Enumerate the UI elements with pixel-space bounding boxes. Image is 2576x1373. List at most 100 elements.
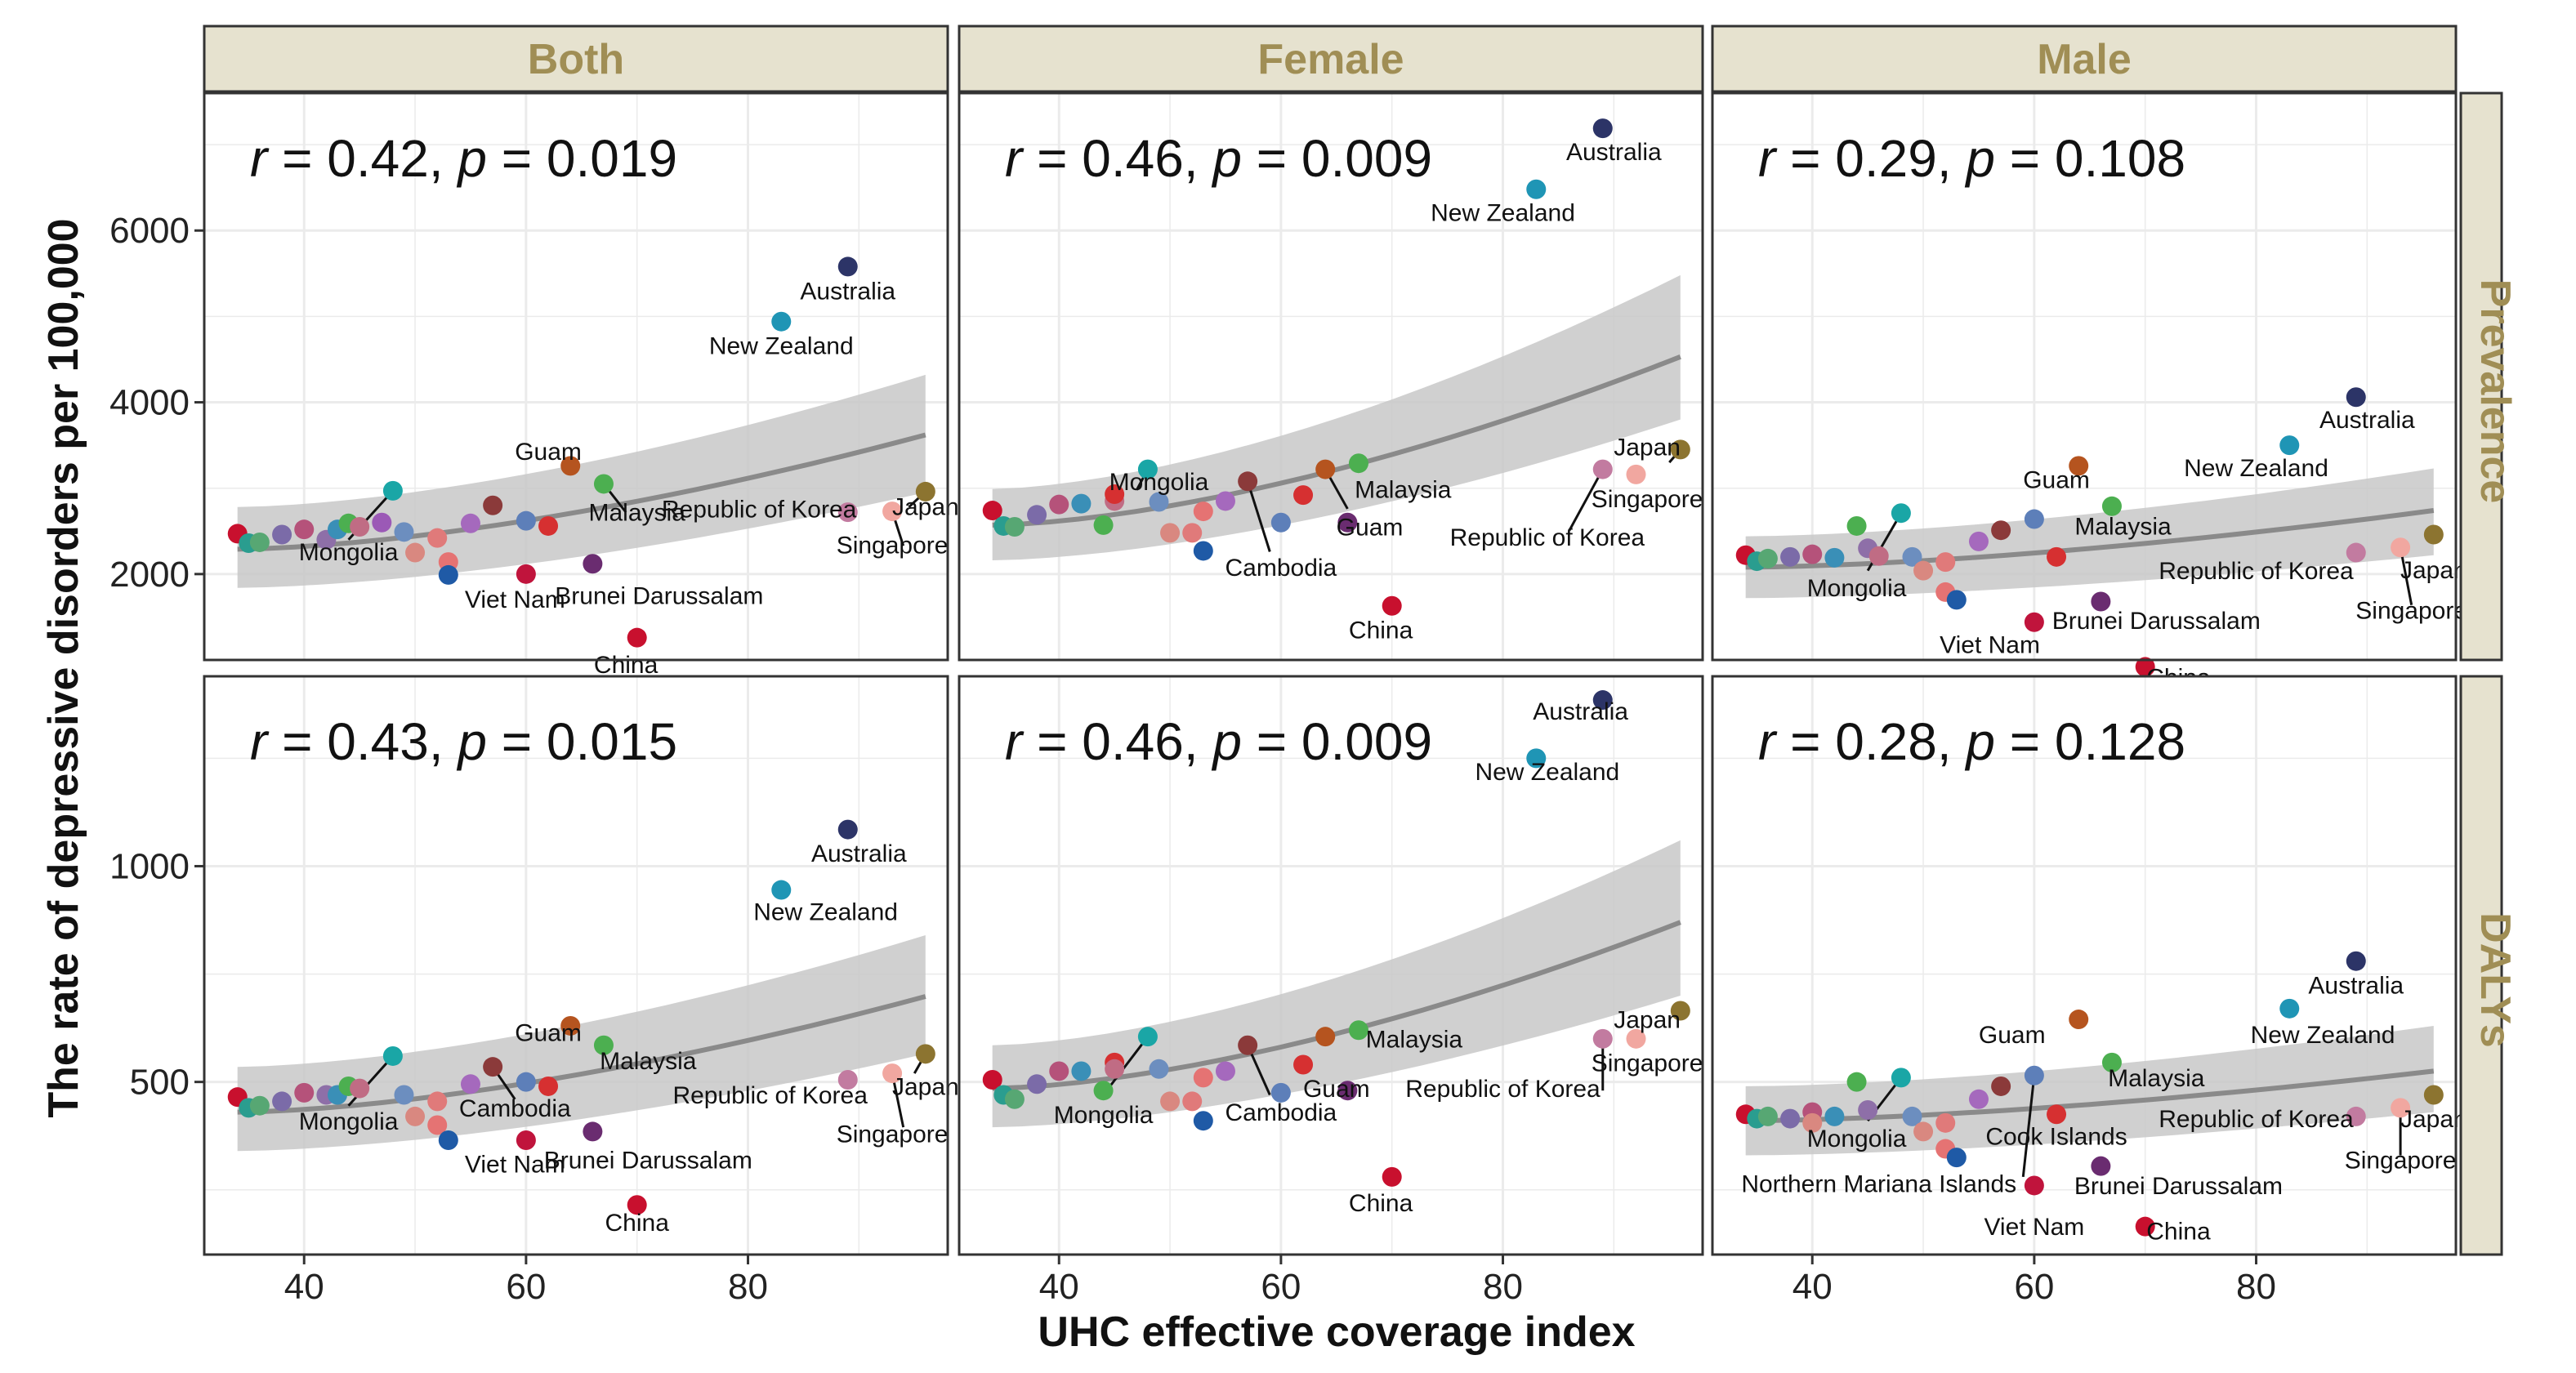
data-point bbox=[2069, 456, 2089, 476]
data-point bbox=[1238, 471, 1258, 492]
strips-layer: Both Female Male Prevalence DALYs bbox=[203, 25, 2519, 1256]
data-point bbox=[1946, 590, 1967, 610]
data-point bbox=[1315, 459, 1336, 479]
data-point bbox=[516, 564, 536, 584]
correlation-annotation: r = 0.46, p = 0.009 bbox=[1005, 712, 1432, 771]
data-point bbox=[2024, 1065, 2044, 1085]
data-point bbox=[1526, 179, 1547, 199]
panel-border bbox=[1711, 91, 2458, 662]
country-label: Brunei Darussalam bbox=[544, 1147, 752, 1174]
country-label: Singapore bbox=[837, 533, 949, 559]
data-point bbox=[1027, 1074, 1047, 1094]
country-label: Viet Nam bbox=[465, 586, 565, 613]
data-point bbox=[1215, 491, 1235, 511]
data-point bbox=[882, 1063, 903, 1084]
country-label: Viet Nam bbox=[1984, 1214, 2084, 1241]
country-label: Mongolia bbox=[1807, 1126, 1907, 1152]
data-point bbox=[2101, 496, 2122, 516]
data-point bbox=[272, 1091, 292, 1112]
data-point bbox=[915, 1044, 935, 1064]
country-label: China bbox=[605, 1210, 670, 1237]
data-point bbox=[1182, 523, 1203, 543]
country-label: Mongolia bbox=[299, 1108, 399, 1135]
data-point bbox=[1592, 1028, 1613, 1049]
data-point bbox=[583, 554, 603, 574]
data-point bbox=[294, 519, 315, 540]
country-label: China bbox=[594, 652, 659, 679]
country-label: New Zealand bbox=[1475, 759, 1619, 786]
y-tick-label: 500 bbox=[130, 1063, 190, 1103]
strip-col-female-bg bbox=[958, 25, 1704, 93]
data-point bbox=[1160, 523, 1181, 543]
data-point bbox=[1846, 1072, 1867, 1092]
data-point bbox=[1670, 1001, 1690, 1021]
country-label: Guam bbox=[515, 439, 582, 466]
data-point bbox=[1902, 546, 1922, 567]
country-label: Cambodia bbox=[1225, 555, 1337, 582]
data-point bbox=[1891, 1068, 1911, 1088]
correlation-annotation: r = 0.28, p = 0.128 bbox=[1758, 712, 2185, 771]
data-point bbox=[1382, 1166, 1402, 1187]
data-point bbox=[2024, 509, 2044, 529]
data-point bbox=[2101, 1052, 2122, 1072]
data-point bbox=[2346, 951, 2366, 971]
data-point bbox=[1137, 1027, 1158, 1047]
country-label: Japan bbox=[1614, 435, 1681, 461]
data-point bbox=[1348, 1020, 1368, 1041]
data-point bbox=[1382, 595, 1402, 616]
country-label: Mongolia bbox=[1807, 575, 1907, 602]
country-label: Malaysia bbox=[1366, 1026, 1463, 1053]
country-label: Malaysia bbox=[600, 1048, 697, 1075]
country-label: Australia bbox=[800, 278, 895, 305]
axes-layer: The rate of depressive disorders per 100… bbox=[40, 211, 2276, 1356]
data-point bbox=[272, 524, 292, 545]
data-point bbox=[1868, 546, 1889, 566]
data-point bbox=[593, 1035, 614, 1055]
data-point bbox=[627, 1195, 647, 1215]
data-point bbox=[1946, 1148, 1967, 1168]
data-point bbox=[538, 1076, 559, 1096]
data-point bbox=[593, 474, 614, 494]
strip-col-female: Female bbox=[958, 25, 1704, 93]
data-point bbox=[1160, 1091, 1181, 1112]
country-label: Australia bbox=[2308, 972, 2404, 999]
data-point bbox=[1968, 531, 1989, 551]
data-point bbox=[2135, 1216, 2155, 1237]
data-point bbox=[771, 311, 792, 332]
x-tick-label: 40 bbox=[1039, 1267, 1079, 1307]
trend-line bbox=[237, 994, 926, 1115]
x-tick-label: 80 bbox=[1483, 1267, 1523, 1307]
data-point bbox=[427, 1091, 448, 1112]
country-label: Cambodia bbox=[459, 1095, 571, 1122]
y-axis-title: The rate of depressive disorders per 100… bbox=[40, 218, 87, 1117]
data-point bbox=[2047, 1104, 2067, 1125]
country-label: Guam bbox=[1303, 1076, 1370, 1103]
country-label: Guam bbox=[2023, 467, 2090, 494]
data-point bbox=[2391, 1098, 2411, 1118]
data-point bbox=[2279, 998, 2300, 1019]
country-label: Malaysia bbox=[589, 500, 686, 527]
data-point bbox=[1780, 546, 1801, 567]
data-point bbox=[1049, 494, 1069, 515]
x-tick-label: 40 bbox=[284, 1267, 324, 1307]
y-tick-label: 6000 bbox=[109, 211, 190, 251]
country-label: Republic of Korea bbox=[2159, 1106, 2354, 1133]
country-label: Cook Islands bbox=[1985, 1123, 2127, 1150]
country-label: New Zealand bbox=[753, 899, 898, 926]
country-label: Malaysia bbox=[2074, 513, 2172, 540]
data-point bbox=[1902, 1106, 1922, 1126]
data-point bbox=[1592, 118, 1613, 139]
correlation-annotation: r = 0.29, p = 0.108 bbox=[1758, 129, 2185, 188]
data-point bbox=[516, 1130, 536, 1150]
label-leader-line bbox=[2021, 1075, 2036, 1178]
data-point bbox=[1592, 459, 1613, 479]
data-point bbox=[350, 517, 370, 537]
panel-border bbox=[958, 91, 1704, 662]
label-leader-line bbox=[1246, 480, 1271, 552]
country-label: Guam bbox=[1979, 1022, 2046, 1049]
confidence-band bbox=[992, 274, 1681, 560]
data-point bbox=[1270, 512, 1291, 533]
data-point bbox=[1193, 1111, 1213, 1131]
panel-border bbox=[203, 91, 949, 662]
data-point bbox=[2391, 537, 2411, 558]
